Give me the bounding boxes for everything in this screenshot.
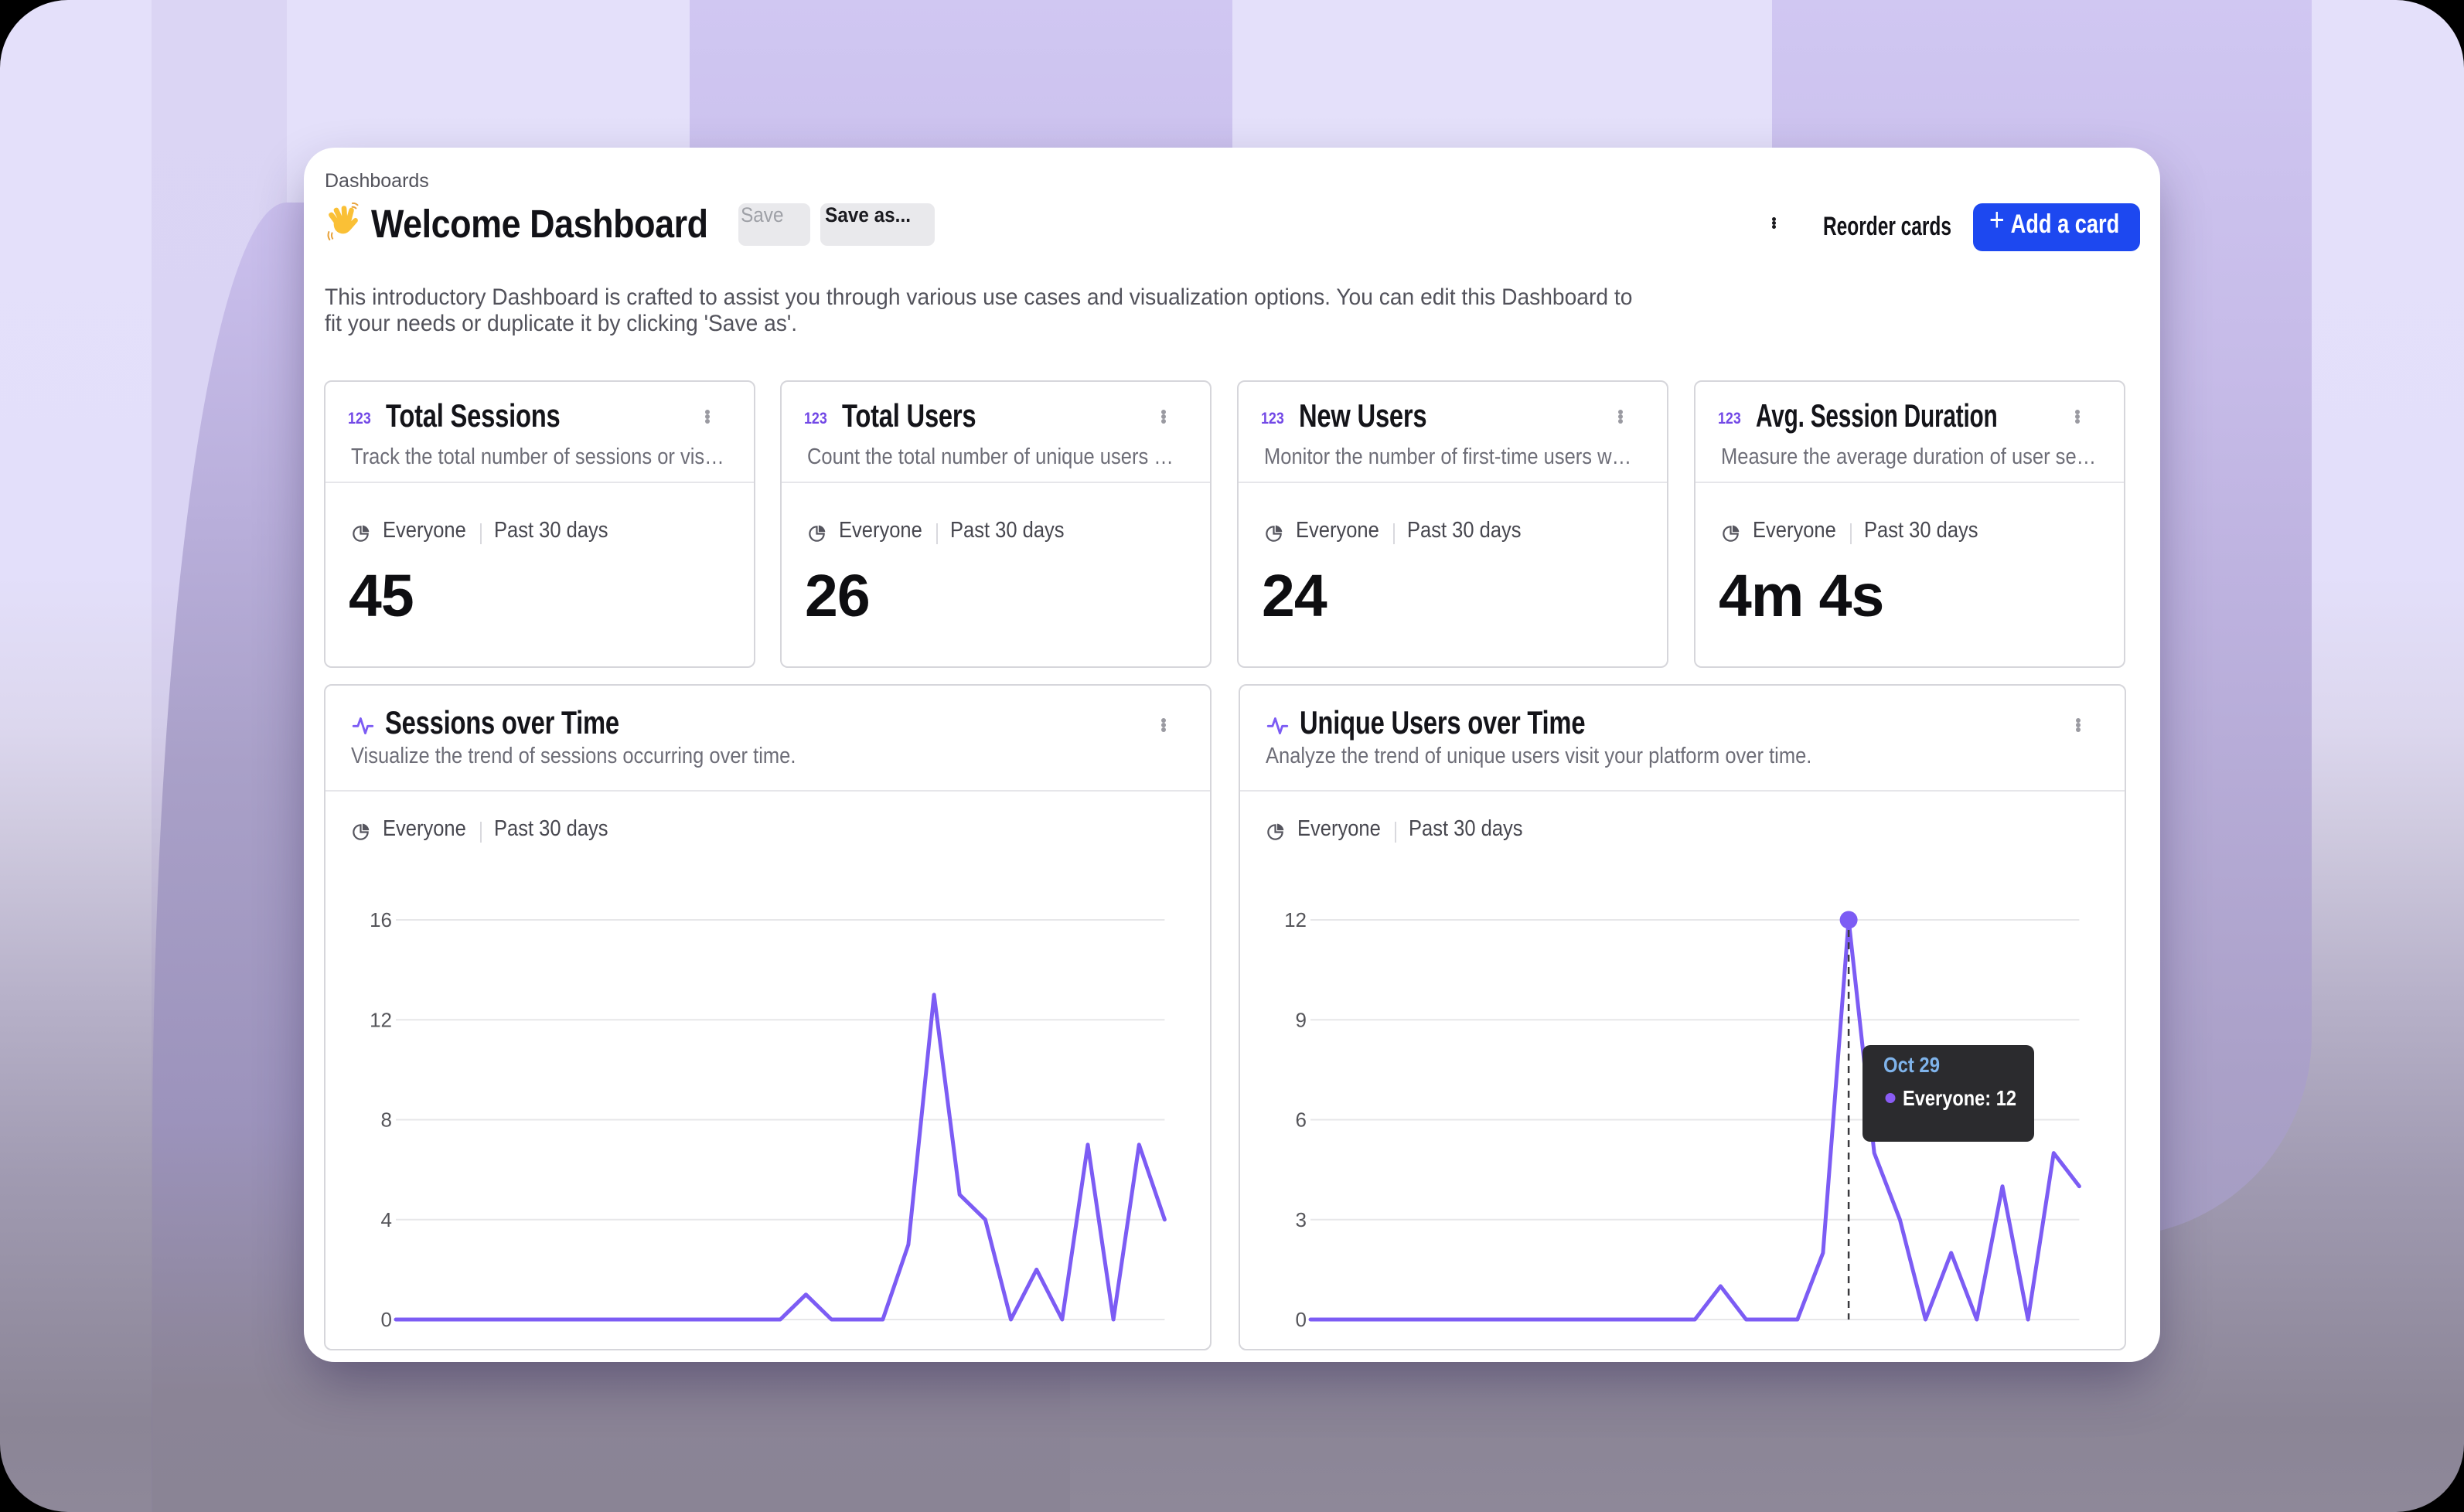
svg-text:8: 8 (381, 1108, 392, 1132)
svg-text:Everyone: 12: Everyone: 12 (1903, 1086, 2016, 1110)
svg-text:16: 16 (370, 908, 392, 931)
svg-text:6: 6 (1296, 1108, 1307, 1132)
svg-text:0: 0 (1296, 1308, 1307, 1331)
svg-text:Oct 29: Oct 29 (1883, 1053, 1940, 1077)
svg-text:3: 3 (1296, 1208, 1307, 1231)
svg-text:9: 9 (1296, 1008, 1307, 1031)
svg-text:4: 4 (381, 1208, 392, 1231)
svg-text:0: 0 (381, 1308, 392, 1331)
svg-text:12: 12 (1284, 908, 1307, 931)
svg-text:12: 12 (370, 1008, 392, 1031)
